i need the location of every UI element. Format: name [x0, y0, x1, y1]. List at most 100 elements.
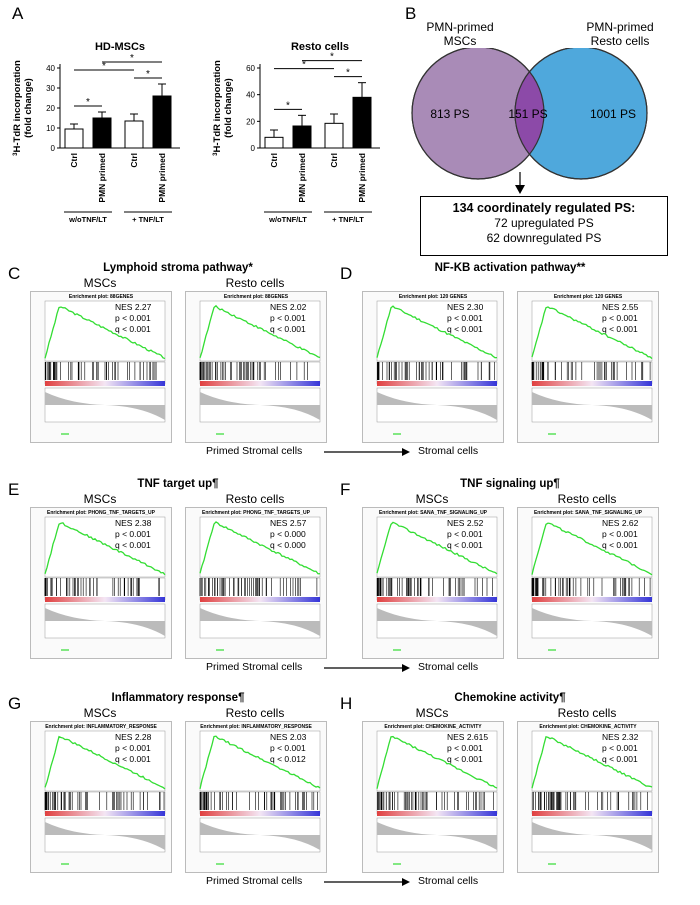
gsea-stat-nes: NES 2.27	[115, 302, 152, 312]
sig-star-3: *	[130, 53, 134, 64]
hits-frame	[531, 577, 653, 601]
arrow-head	[402, 664, 410, 672]
gsea-stat-nes: NES 2.28	[115, 732, 152, 742]
gsea-plot-graphics	[531, 516, 653, 651]
gsea-stat-nes: NES 2.03	[270, 732, 307, 742]
chart-title: HD-MSCs	[95, 41, 145, 53]
sig-star-2: *	[302, 60, 306, 71]
y-tick-label: 40	[246, 91, 255, 100]
group-label-0: w/oTNF/LT	[68, 215, 107, 224]
gsea-enrichment-plot: Enrichment plot: 120 GENES NES 2.30 p < 0.…	[362, 291, 504, 443]
gsea-stats: NES 2.30 p < 0.001 q < 0.001	[447, 302, 483, 335]
y-tick-label: 60	[246, 64, 255, 73]
primed-stromal-label: Primed Stromal cells	[206, 875, 303, 887]
gsea-plot-header: Enrichment plot: 120 GENES	[398, 294, 468, 300]
ranked-metric-area	[45, 822, 165, 850]
chart-title: Resto cells	[291, 41, 349, 53]
coordinated-ps-box: 134 coordinately regulated PS: 72 upregu…	[420, 196, 668, 256]
gsea-plot-graphics	[376, 730, 498, 865]
gsea-stats: NES 2.02 p < 0.001 q < 0.001	[270, 302, 306, 335]
ranked-metric-area	[45, 392, 165, 420]
stromal-cells-label: Stromal cells	[418, 661, 479, 673]
gsea-stat-p: p < 0.001	[447, 313, 483, 323]
venn-diagram: 813 PS 151 PS 1001 PS	[411, 48, 648, 194]
ranked-metric-area	[377, 822, 497, 850]
direction-arrow	[324, 878, 410, 886]
gsea-panel-title: Chemokine activity¶	[454, 692, 566, 704]
sig-star-0: *	[86, 97, 90, 108]
enrichment-frame	[531, 300, 653, 362]
gsea-plot-graphics	[376, 300, 498, 435]
gsea-plot-header: Enrichment plot: SANA_TNF_SIGNALING_UP	[378, 510, 488, 516]
gsea-plot-graphics	[199, 730, 321, 865]
gsea-stats: NES 2.615 p < 0.001 q < 0.001	[447, 732, 488, 765]
bar-3	[352, 96, 372, 149]
gsea-panel-title: Lymphoid stroma pathway*	[103, 262, 253, 274]
enrichment-frame	[199, 300, 321, 362]
enrichment-frame	[376, 300, 498, 362]
gsea-stat-p: p < 0.001	[270, 743, 306, 753]
hits-frame	[376, 577, 498, 601]
gsea-plot-header: Enrichment plot: SANA_TNF_SIGNALING_UP	[533, 510, 643, 516]
gsea-stat-nes: NES 2.38	[115, 518, 152, 528]
gsea-column-label: MSCs	[83, 706, 117, 720]
gsea-enrichment-plot: Enrichment plot: INFLAMMATORY_RESPONSE NE…	[30, 721, 172, 873]
gsea-stats: NES 2.52 p < 0.001 q < 0.001	[447, 518, 483, 551]
ranked-metric-area	[45, 608, 165, 636]
box-title: 134 coordinately regulated PS:	[452, 201, 636, 215]
gsea-column-label: MSCs	[83, 276, 117, 290]
venn-right-title-line2: Resto cells	[590, 34, 650, 48]
enrichment-curve	[199, 521, 321, 575]
enrichment-frame	[531, 730, 653, 792]
gsea-enrichment-plot: Enrichment plot: CHEMOKINE_ACTIVITY NES 2…	[517, 721, 659, 873]
enrichment-curve	[199, 735, 321, 790]
venn-left-title: PMN-primed MSCs	[400, 20, 520, 48]
enrichment-frame	[376, 730, 498, 792]
gsea-column-label: Resto cells	[557, 492, 617, 506]
gsea-stat-p: p < 0.001	[115, 743, 151, 753]
gsea-stats: NES 2.57 p < 0.000 q < 0.000	[270, 518, 306, 551]
x-tick-label: Ctrl	[269, 153, 279, 168]
gsea-stat-p: p < 0.000	[270, 529, 306, 539]
enrichment-curve	[531, 735, 653, 789]
gsea-stats: NES 2.27 p < 0.001 q < 0.001	[115, 302, 151, 335]
gsea-stat-q: q < 0.001	[115, 324, 151, 334]
y-axis-label-sup: 3	[13, 152, 19, 156]
gsea-stat-q: q < 0.001	[115, 540, 151, 550]
rank-color-bar	[377, 811, 497, 816]
gsea-stat-q: q < 0.001	[602, 754, 638, 764]
y-axis-label-main: H-TdR incorporation	[212, 60, 223, 153]
direction-arrow	[324, 664, 410, 672]
y-tick-label: 0	[51, 144, 56, 153]
gsea-plot-graphics	[199, 516, 321, 651]
ranked-metric-area	[200, 822, 320, 850]
gsea-plot-graphics	[44, 300, 166, 435]
enrichment-frame	[44, 730, 166, 792]
rank-color-bar	[532, 597, 652, 602]
panel-letter-d: D	[340, 264, 353, 283]
gsea-stat-nes: NES 2.52	[447, 518, 484, 528]
venn-left-title-line2: MSCs	[443, 34, 477, 48]
box-up: 72 upregulated PS	[494, 216, 594, 230]
panel-letter-a: A	[12, 4, 24, 23]
gsea-stat-q: q < 0.001	[115, 754, 151, 764]
bar-0	[64, 128, 84, 149]
rank-color-bar	[200, 381, 320, 386]
gsea-stat-nes: NES 2.615	[447, 732, 489, 742]
y-axis-label-line2: (fold change)	[23, 78, 34, 138]
y-tick-label: 20	[46, 104, 55, 113]
gsea-plot-header: Enrichment plot: INFLAMMATORY_RESPONSE	[200, 724, 312, 730]
arrow-head	[402, 878, 410, 886]
gsea-plot-header: Enrichment plot: PHONG_TNF_TARGETS_UP	[202, 510, 310, 516]
ranked-metric-area	[532, 822, 652, 850]
stromal-cells-label: Stromal cells	[418, 875, 479, 887]
primed-stromal-label: Primed Stromal cells	[206, 445, 303, 457]
gsea-stat-nes: NES 2.57	[270, 518, 307, 528]
gsea-stat-p: p < 0.001	[602, 313, 638, 323]
gsea-stat-q: q < 0.001	[447, 754, 483, 764]
rank-color-bar	[377, 381, 497, 386]
gsea-enrichment-plot: Enrichment plot: 88GENES NES 2.27 p < 0.00…	[30, 291, 172, 443]
hits-frame	[44, 577, 166, 601]
gsea-column-label: MSCs	[415, 492, 449, 506]
ranked-metric-area	[377, 392, 497, 420]
